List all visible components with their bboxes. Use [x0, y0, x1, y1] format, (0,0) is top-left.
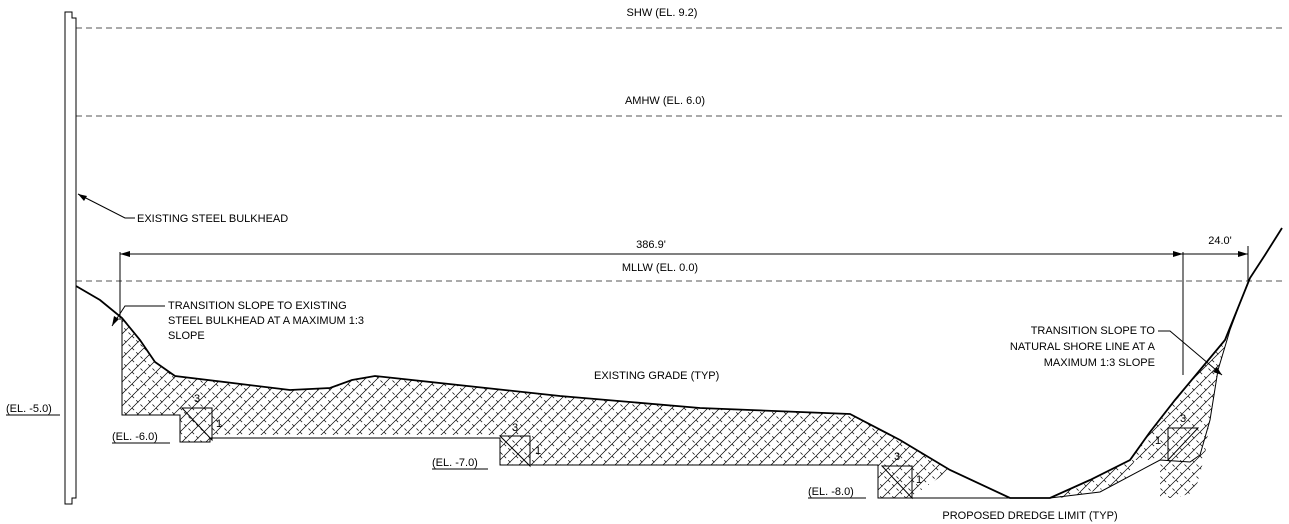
dredge-limit-label: PROPOSED DREDGE LIMIT (TYP) — [942, 510, 1117, 522]
svg-text:3: 3 — [512, 422, 518, 434]
svg-text:TRANSITION SLOPE TO EXISTING: TRANSITION SLOPE TO EXISTING — [168, 300, 347, 312]
svg-text:STEEL BULKHEAD AT A MAXIMUM 1:: STEEL BULKHEAD AT A MAXIMUM 1:3 — [168, 315, 364, 327]
dimension-right: 24.0' — [1183, 235, 1249, 282]
elevation-minus-5: (EL. -5.0) — [6, 403, 52, 415]
svg-text:1: 1 — [535, 445, 541, 457]
existing-grade-line — [75, 227, 1283, 499]
svg-text:SLOPE: SLOPE — [168, 330, 205, 342]
slope-mark-4: 3 1 — [1155, 413, 1200, 462]
dimension-main-label: 386.9' — [636, 239, 666, 251]
svg-text:1: 1 — [216, 418, 222, 430]
elevation-minus-7: (EL. -7.0) — [432, 457, 478, 469]
elevation-minus-8: (EL. -8.0) — [808, 486, 854, 498]
mllw-label: MLLW (EL. 0.0) — [622, 262, 698, 274]
dimension-main: 386.9' — [119, 239, 1184, 375]
svg-text:MAXIMUM 1:3 SLOPE: MAXIMUM 1:3 SLOPE — [1044, 357, 1155, 369]
existing-grade-fill — [122, 282, 1248, 498]
dredge-limit-line — [121, 281, 1249, 499]
svg-text:1: 1 — [916, 474, 922, 486]
slope-mark-2: 3 1 — [498, 422, 541, 468]
svg-text:NATURAL SHORE LINE AT A: NATURAL SHORE LINE AT A — [1010, 341, 1156, 353]
amhw-label: AMHW (EL. 6.0) — [625, 95, 705, 107]
svg-text:TRANSITION SLOPE TO: TRANSITION SLOPE TO — [1031, 325, 1156, 337]
existing-grade-label: EXISTING GRADE (TYP) — [594, 370, 719, 382]
callout-bulkhead-label: EXISTING STEEL BULKHEAD — [137, 213, 288, 225]
slope-mark-1: 3 1 — [180, 393, 222, 442]
elevation-minus-6: (EL. -6.0) — [112, 431, 158, 443]
callout-transition-right: TRANSITION SLOPE TO NATURAL SHORE LINE A… — [1010, 325, 1223, 376]
svg-text:3: 3 — [894, 451, 900, 463]
slope-mark-3: 3 1 — [880, 451, 922, 500]
shw-label: SHW (EL. 9.2) — [627, 7, 698, 19]
dimension-right-label: 24.0' — [1208, 235, 1232, 247]
callout-bulkhead: EXISTING STEEL BULKHEAD — [77, 193, 288, 225]
svg-text:3: 3 — [1180, 413, 1186, 425]
svg-text:3: 3 — [194, 393, 200, 405]
callout-transition-left: TRANSITION SLOPE TO EXISTING STEEL BULKH… — [111, 300, 364, 342]
steel-bulkhead — [64, 11, 77, 505]
svg-text:1: 1 — [1155, 435, 1161, 447]
